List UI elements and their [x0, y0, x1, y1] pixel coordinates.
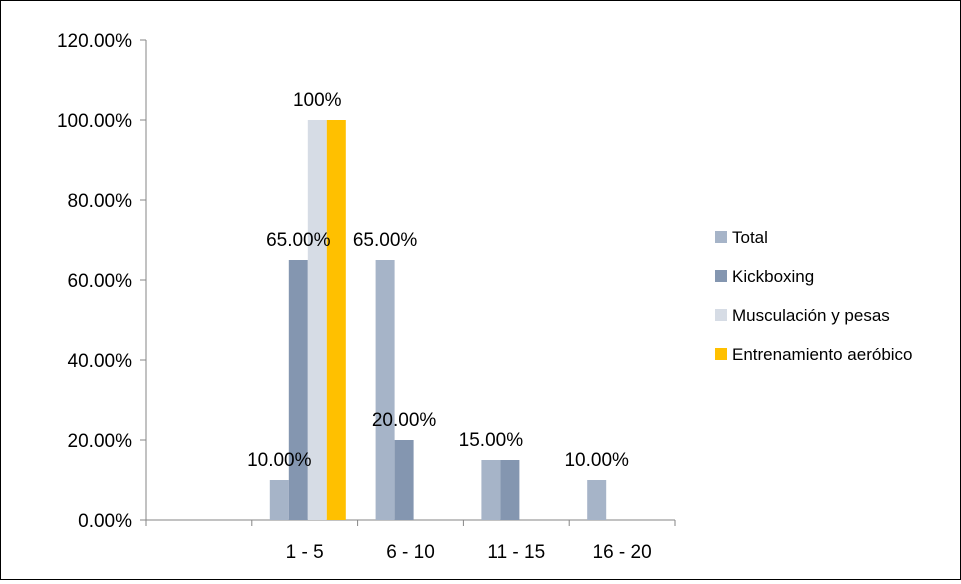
bar — [307, 120, 327, 520]
x-tick-label: 6 - 10 — [386, 542, 435, 563]
y-tick-label: 20.00% — [68, 431, 133, 452]
data-label: 20.00% — [372, 410, 437, 431]
legend-swatch — [715, 309, 727, 321]
legend-swatch — [715, 231, 727, 243]
bar — [587, 480, 607, 520]
data-label: 65.00% — [353, 230, 418, 251]
y-tick-label: 0.00% — [78, 511, 132, 532]
bar — [481, 460, 501, 520]
x-tick-label: 1 - 5 — [286, 542, 324, 563]
bar — [288, 260, 308, 520]
legend: Total Kickboxing Musculación y pesas Entren… — [715, 228, 913, 364]
legend-swatch — [715, 348, 727, 360]
x-axis: 1 - 5 6 - 10 11 - 15 16 - 20 — [145, 519, 676, 563]
legend-label: Musculación y pesas — [732, 306, 890, 325]
bars — [269, 120, 607, 520]
y-tick-label: 100.00% — [57, 111, 132, 132]
legend-label: Kickboxing — [732, 267, 814, 286]
x-tick-label: 16 - 20 — [593, 542, 652, 563]
data-labels: 10.00% 65.00% 100% 65.00% 20.00% 15.00% 10.00% — [247, 90, 629, 471]
y-tick-label: 40.00% — [68, 351, 133, 372]
data-label: 10.00% — [247, 450, 312, 471]
data-label: 100% — [293, 90, 342, 111]
bar — [500, 460, 520, 520]
bar — [394, 440, 414, 520]
data-label: 15.00% — [459, 430, 524, 451]
legend-swatch — [715, 270, 727, 282]
x-tick-label: 11 - 15 — [487, 542, 545, 563]
legend-label: Entrenamiento aeróbico — [732, 345, 913, 364]
y-tick-label: 120.00% — [57, 31, 132, 52]
bar — [326, 120, 346, 520]
bar — [375, 260, 395, 520]
bar — [269, 480, 289, 520]
y-tick-label: 60.00% — [68, 271, 133, 292]
data-label: 10.00% — [564, 450, 629, 471]
data-label: 65.00% — [266, 230, 331, 251]
y-tick-label: 80.00% — [68, 191, 133, 212]
y-axis: 0.00% 20.00% 40.00% 60.00% 80.00% 100.00% 120.… — [57, 31, 147, 532]
legend-label: Total — [732, 228, 768, 247]
